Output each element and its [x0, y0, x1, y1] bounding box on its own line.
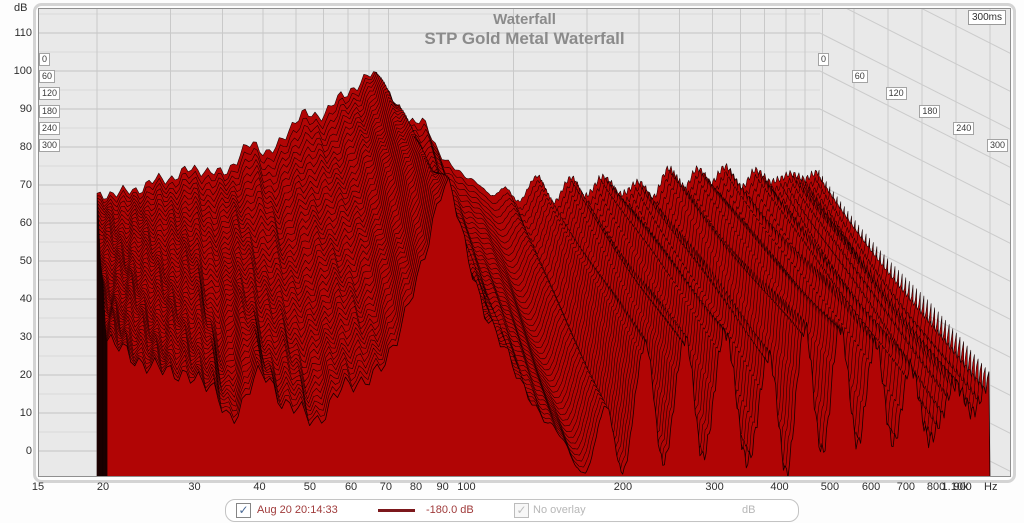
- time-tick-right: 120: [885, 87, 907, 101]
- time-tick-right: 60: [851, 70, 868, 84]
- db-axis-title: dB: [14, 2, 28, 14]
- freq-tick-label: 400: [770, 481, 789, 493]
- time-tick-right: 240: [953, 121, 975, 135]
- db-tick-label: 70: [19, 179, 32, 191]
- db-tick-label: 20: [19, 369, 32, 381]
- time-tick-left: 0: [39, 53, 51, 66]
- db-tick-label: 100: [13, 65, 32, 77]
- time-tick-left: 60: [39, 70, 56, 84]
- db-tick-label: 30: [19, 331, 32, 343]
- freq-tick-label: 30: [188, 481, 201, 493]
- freq-tick-label: 100: [457, 481, 476, 493]
- time-tick-right: 180: [919, 104, 941, 118]
- db-tick-label: 40: [19, 293, 32, 305]
- freq-tick-label: 15: [31, 481, 45, 493]
- db-tick-label: 90: [19, 103, 32, 115]
- chart-title: Waterfall: [493, 11, 556, 28]
- freq-tick-label: 70: [379, 481, 392, 493]
- freq-tick-label: 200: [613, 481, 633, 493]
- legend-unit-label: dB: [742, 504, 756, 516]
- freq-tick-label: 1.10k: [941, 481, 969, 493]
- db-tick-label: 50: [19, 255, 32, 267]
- time-tick-left: 180: [39, 104, 61, 118]
- floor-value: -180.0 dB: [426, 504, 474, 516]
- time-tick-left: 300: [39, 139, 61, 152]
- time-window-badge: 300ms: [968, 10, 1007, 25]
- freq-tick-label: 50: [303, 481, 317, 493]
- legend-bar: ✓ Aug 20 20:14:33 -180.0 dB ✓ No overlay…: [225, 499, 799, 522]
- freq-tick-label: 700: [896, 481, 916, 493]
- time-tick-right: 0: [818, 53, 830, 66]
- db-tick-label: 0: [25, 445, 32, 457]
- hz-axis-unit: Hz: [984, 481, 998, 493]
- freq-tick-label: 500: [820, 481, 840, 493]
- overlay-label: No overlay: [533, 504, 586, 516]
- freq-tick-label: 900: [953, 481, 972, 493]
- freq-tick-label: 60: [344, 481, 358, 493]
- db-tick-label: 80: [19, 141, 32, 153]
- overlay-checkbox[interactable]: ✓: [514, 503, 529, 518]
- time-tick-left: 240: [39, 121, 61, 135]
- db-tick-label: 10: [19, 407, 32, 419]
- freq-tick-label: 300: [705, 481, 724, 493]
- freq-tick-label: 40: [253, 481, 266, 493]
- freq-tick-label: 20: [96, 481, 110, 493]
- chart-subtitle: STP Gold Metal Waterfall: [424, 29, 625, 48]
- freq-tick-label: 800: [926, 481, 946, 493]
- time-tick-right: 300: [987, 139, 1009, 152]
- freq-tick-label: 80: [409, 481, 423, 493]
- measurement-checkbox[interactable]: ✓: [236, 503, 251, 518]
- time-tick-left: 120: [39, 87, 61, 101]
- measurement-label: Aug 20 20:14:33: [257, 504, 338, 516]
- freq-tick-label: 90: [436, 481, 449, 493]
- legend-line-swatch: [378, 509, 415, 512]
- db-tick-label: 110: [14, 27, 32, 39]
- freq-tick-label: 600: [861, 481, 881, 493]
- db-tick-label: 60: [19, 217, 32, 229]
